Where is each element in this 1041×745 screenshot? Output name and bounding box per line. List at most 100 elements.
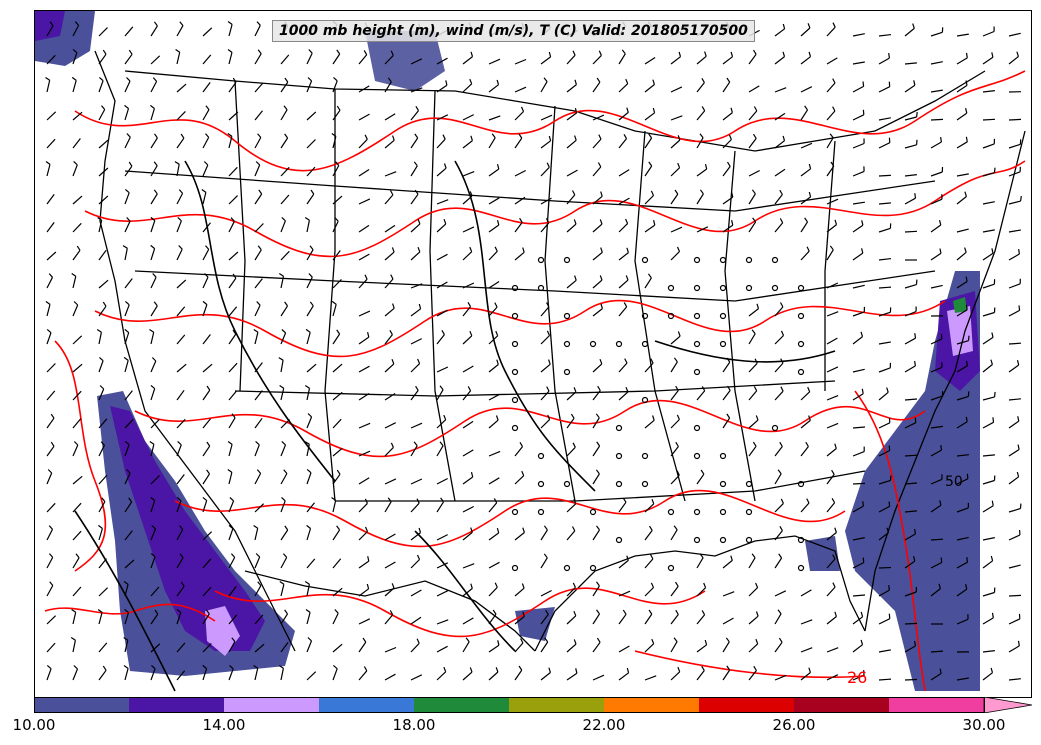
temp-contour-6 (214, 587, 706, 638)
wind-barb (826, 422, 839, 429)
wind-barb-flag (364, 134, 368, 140)
wind-barb (774, 168, 786, 177)
wind-barb (72, 530, 82, 541)
wind-barb (826, 366, 839, 373)
wind-barb (774, 613, 782, 625)
wind-barb-flag (281, 329, 287, 334)
wind-barb-flag (676, 414, 680, 420)
wind-barb (930, 118, 944, 121)
shading-east-coast-light (947, 306, 973, 356)
wind-barb-flag (547, 414, 551, 420)
wind-barb (956, 454, 969, 457)
wind-barb (488, 419, 499, 429)
wind-barb (930, 561, 942, 569)
wind-barb-flag (496, 527, 500, 534)
wind-barb-flag (126, 133, 131, 138)
wind-barb-flag (860, 639, 864, 645)
wind-barb (124, 108, 130, 121)
wind-barb (774, 56, 785, 65)
wind-barb (748, 670, 757, 681)
wind-barb-flag (71, 273, 77, 277)
wind-barb (644, 362, 654, 373)
wind-barb-flag (470, 135, 473, 141)
wind-barb-flag (123, 356, 129, 361)
wind-barb-flag (415, 385, 419, 391)
wind-barb-flag (595, 469, 600, 475)
wind-barb (72, 390, 82, 401)
wind-barb (930, 171, 943, 177)
calm-wind-circle (667, 284, 675, 292)
wind-barb-flag (469, 667, 473, 673)
wind-barb-flag (336, 105, 341, 111)
wind-barb-flag (730, 51, 734, 57)
wind-barb (878, 34, 891, 37)
wind-barb-flag (726, 161, 731, 167)
wind-barb-flag (253, 665, 259, 669)
wind-barb (332, 558, 342, 569)
wind-barb (228, 668, 234, 681)
wind-barb (930, 478, 943, 485)
wind-barb-flag (307, 413, 313, 418)
wind-barb (280, 276, 285, 289)
wind-barb-flag (753, 106, 758, 112)
wind-barb (956, 421, 968, 429)
wind-barb (800, 619, 813, 625)
wind-barb-flag (283, 105, 288, 111)
wind-barb-flag (255, 161, 261, 166)
wind-barb (254, 137, 262, 149)
wind-barb (514, 58, 527, 65)
wind-barb-flag (50, 441, 55, 447)
wind-barb-flag (701, 386, 706, 392)
wind-barb (826, 249, 834, 261)
wind-barb-flag (496, 359, 499, 365)
wind-barb (358, 502, 368, 513)
wind-barb-flag (831, 498, 836, 503)
wind-barb (1008, 594, 1022, 597)
wind-barb (488, 586, 498, 597)
wind-barb (254, 417, 263, 429)
wind-barb (826, 110, 836, 121)
wind-barb (826, 165, 835, 177)
wind-barb-flag (545, 218, 550, 224)
wind-barb-flag (470, 51, 474, 57)
wind-barb-flag (150, 384, 156, 390)
wind-barb (280, 473, 288, 485)
wind-barb (1008, 342, 1022, 345)
wind-barb (436, 223, 447, 233)
wind-barb (150, 193, 158, 205)
calm-wind-circle (641, 340, 649, 348)
wind-barb (722, 81, 731, 93)
wind-barb-flag (990, 555, 994, 561)
wind-barb (852, 616, 863, 625)
wind-barb (748, 138, 757, 149)
wind-barb-flag (126, 469, 131, 474)
wind-barb (670, 193, 679, 205)
wind-barb-flag (596, 525, 600, 531)
wind-barb (228, 444, 233, 457)
wind-barb (488, 671, 499, 681)
wind-barb-flag (626, 667, 630, 673)
wind-barb (800, 86, 813, 93)
wind-barb (306, 363, 317, 373)
wind-barb (46, 251, 57, 261)
calm-wind-circle (719, 312, 727, 320)
calm-wind-circle (693, 452, 701, 460)
wind-barb (384, 54, 394, 65)
wind-barb-flag (704, 639, 708, 645)
wind-barb-flag (495, 667, 499, 673)
wind-barb-flag (967, 335, 970, 341)
wind-barb (566, 54, 576, 65)
wind-barb (982, 229, 995, 233)
wind-barb-flag (179, 525, 184, 530)
wind-barb (332, 278, 342, 289)
wind-barb-flag (571, 190, 576, 196)
calm-wind-circle (745, 480, 753, 488)
wind-barb-flag (257, 245, 262, 251)
wind-barb (436, 477, 448, 485)
wind-barb (384, 363, 395, 373)
wind-barb (384, 587, 395, 597)
wind-barb (72, 475, 83, 485)
wind-barb (98, 474, 108, 485)
wind-barb (618, 645, 630, 653)
wind-barb (280, 250, 290, 261)
